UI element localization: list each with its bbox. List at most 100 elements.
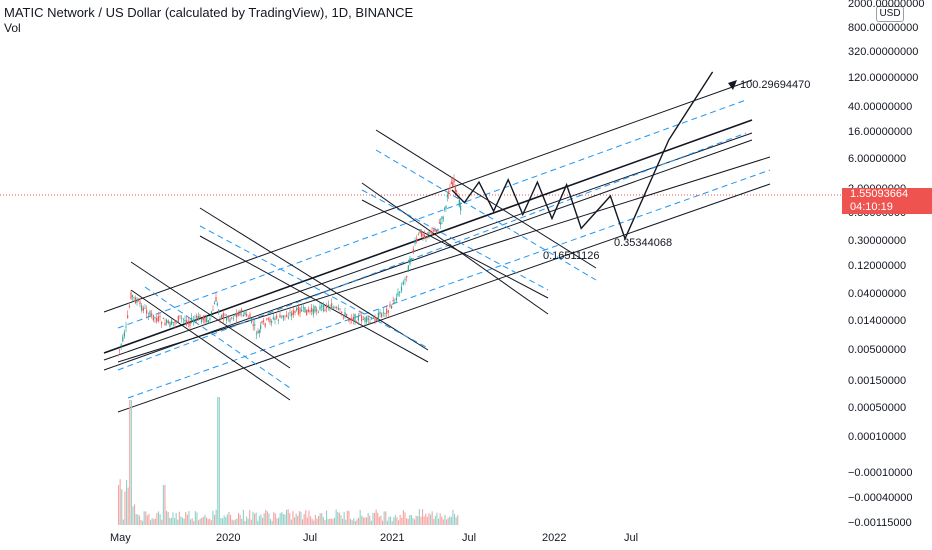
volume-bar: [270, 518, 272, 525]
candle-body: [204, 317, 206, 323]
y-tick-label: 6.00000000: [848, 153, 906, 165]
projection-arrowhead: [728, 80, 737, 90]
volume-bar: [420, 516, 422, 525]
volume-bar: [134, 504, 136, 525]
candle-body: [429, 230, 432, 232]
volume-bar: [313, 520, 315, 525]
volume-bar: [119, 479, 121, 525]
candle-body: [337, 307, 339, 310]
volume-bar: [386, 520, 388, 525]
candle-body: [232, 317, 234, 319]
candle-body: [141, 305, 143, 311]
candle-body: [361, 315, 363, 322]
candle-body: [282, 315, 284, 319]
volume-bar: [204, 514, 206, 525]
candle-body: [206, 316, 208, 322]
candle-body: [324, 309, 326, 311]
candle-body: [362, 319, 364, 320]
price-axis[interactable]: 2000.00000000 800.00000000 320.00000000 120…: [848, 0, 924, 529]
candle-body: [291, 312, 293, 317]
candle-body: [164, 322, 166, 326]
time-axis[interactable]: May 2020 Jul 2021 Jul 2022 Jul: [110, 532, 638, 544]
dashed-line: [117, 99, 747, 329]
volume-bar: [374, 512, 376, 525]
volume-bar: [223, 515, 225, 525]
volume-bar: [290, 519, 292, 525]
candle-body: [387, 310, 389, 313]
candle-body: [317, 311, 319, 313]
candle-body: [177, 315, 179, 323]
candle-body: [417, 234, 419, 236]
candle-body: [162, 317, 164, 320]
volume-bar: [154, 518, 156, 525]
candle-body: [342, 316, 344, 318]
volume-bar: [303, 514, 305, 525]
candle-body: [147, 316, 149, 318]
y-tick-label: 0.00150000: [848, 375, 906, 387]
price-candles: [117, 174, 462, 357]
volume-bar: [425, 513, 427, 525]
volume-bar: [433, 519, 435, 525]
volume-bar: [380, 515, 382, 525]
candle-body: [146, 309, 148, 314]
volume-bar: [158, 511, 160, 525]
candle-body: [260, 325, 262, 330]
candle-body: [142, 307, 144, 312]
candle-body: [304, 307, 306, 313]
candle-body: [332, 307, 334, 309]
x-tick-label: 2021: [380, 532, 404, 544]
candle-body: [321, 305, 323, 307]
volume-bar: [217, 397, 219, 525]
candle-body: [434, 229, 436, 232]
candle-body: [407, 265, 409, 272]
candle-body: [437, 228, 439, 231]
candle-body: [395, 297, 397, 301]
candle-body: [212, 309, 214, 311]
volume-bar: [247, 518, 249, 525]
volume-bar: [343, 511, 345, 525]
volume-bar: [276, 518, 278, 525]
candle-body: [221, 314, 223, 318]
candle-body: [255, 333, 257, 335]
bar-countdown: 04:10:19: [850, 201, 893, 213]
candle-body: [117, 354, 119, 356]
volume-bar: [274, 513, 276, 525]
volume-bar: [364, 517, 366, 525]
volume-bar: [148, 513, 150, 525]
volume-bar: [295, 513, 297, 525]
candle-body: [284, 315, 286, 317]
candle-body: [154, 317, 156, 319]
candle-body: [336, 307, 338, 308]
volume-bar: [174, 518, 176, 525]
volume-bar: [194, 511, 196, 525]
volume-bar: [350, 518, 352, 525]
candle-body: [202, 316, 204, 320]
y-tick-label: 0.00050000: [848, 402, 906, 414]
volume-bar: [319, 513, 321, 525]
volume-bar: [180, 516, 182, 525]
volume-bar: [297, 515, 299, 525]
volume-bar: [228, 511, 230, 525]
candle-body: [425, 237, 427, 239]
volume-bar: [281, 512, 283, 525]
support-price-label-1: 0.16511126: [543, 250, 599, 262]
volume-bar: [262, 518, 264, 525]
volume-bar: [310, 516, 312, 525]
volume-bar: [382, 520, 384, 525]
volume-bar: [121, 489, 123, 525]
channel-lower-line: [117, 183, 771, 413]
dashed-line: [361, 189, 549, 291]
candle-body: [374, 316, 376, 323]
currency-button[interactable]: USD: [876, 6, 904, 22]
current-price-value: 1.55093664: [850, 188, 909, 200]
volume-bar: [394, 514, 396, 525]
volume-bar: [385, 511, 387, 525]
x-tick-label: Jul: [624, 532, 638, 544]
volume-bar: [442, 519, 444, 525]
volume-bar: [390, 516, 392, 525]
volume-bar: [266, 511, 268, 525]
candle-body: [219, 318, 221, 319]
candle-body: [251, 318, 253, 323]
volume-bar: [167, 511, 169, 525]
